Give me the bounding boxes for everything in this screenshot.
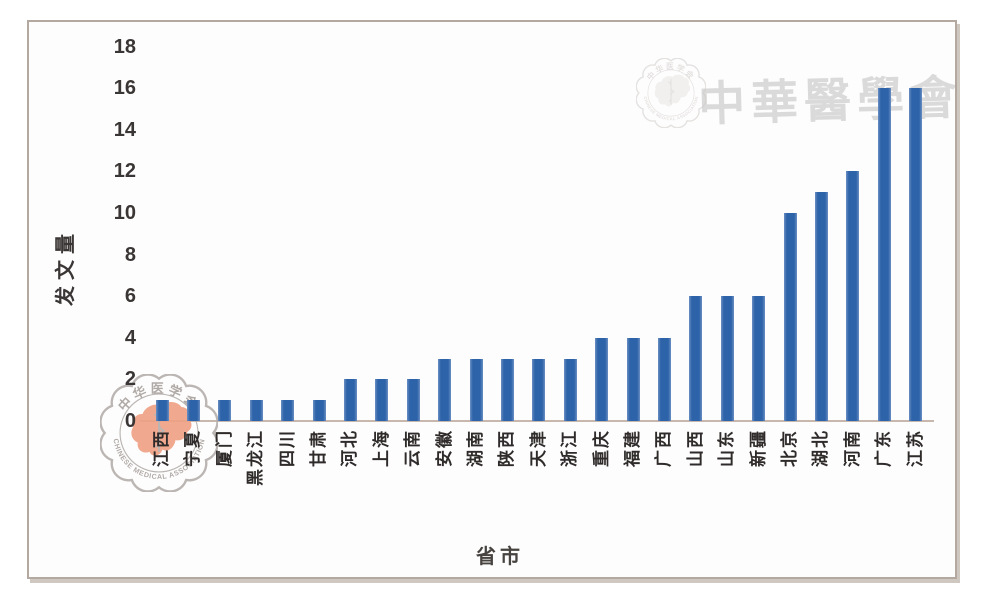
bar (877, 88, 891, 421)
x-tick-label: 广东 (874, 429, 894, 467)
bar (563, 358, 577, 421)
y-tick-label: 6 (124, 285, 136, 308)
bar (689, 296, 703, 421)
x-tick-label: 四川 (277, 429, 297, 467)
cma-calligraphy-watermark: 中華醫學會 (697, 70, 964, 131)
x-tick-label: 广西 (654, 429, 674, 467)
bar (500, 358, 514, 421)
bar (657, 337, 671, 421)
bar (752, 296, 766, 421)
x-tick-label: 陕西 (497, 429, 517, 467)
x-tick-label: 宁夏 (183, 429, 203, 467)
bar (343, 379, 357, 421)
y-tick-label: 12 (113, 160, 136, 183)
x-axis-line (140, 420, 934, 422)
y-tick-label: 18 (113, 35, 136, 58)
bar (218, 400, 232, 421)
x-tick-label: 湖南 (466, 429, 485, 467)
y-tick-label: 2 (124, 368, 136, 391)
bar (186, 400, 200, 421)
x-tick-label: 河北 (340, 429, 360, 467)
y-tick-label: 0 (124, 410, 136, 432)
bar (626, 337, 640, 421)
y-tick-label: 8 (124, 243, 136, 266)
bar (814, 192, 828, 421)
x-tick-label: 安徽 (434, 429, 454, 467)
bar (846, 171, 860, 421)
bar (312, 400, 326, 421)
y-tick-label: 14 (113, 118, 136, 141)
y-tick-label: 4 (124, 326, 136, 349)
x-tick-label: 山东 (717, 429, 737, 467)
x-tick-label: 新疆 (748, 429, 768, 467)
x-tick-label: 天津 (528, 429, 548, 467)
x-tick-label: 湖北 (811, 429, 831, 467)
x-tick-label: 浙江 (560, 429, 580, 467)
x-tick-label: 福建 (623, 429, 642, 467)
x-tick-label: 北京 (780, 429, 799, 467)
bar (375, 379, 389, 421)
x-tick-label: 上海 (371, 429, 391, 467)
x-tick-label: 河南 (842, 429, 862, 467)
bar (249, 400, 263, 421)
x-tick-label: 山西 (685, 429, 705, 467)
x-tick-label: 江苏 (905, 429, 925, 467)
x-tick-label: 重庆 (591, 429, 611, 467)
x-tick-label: 黑龙江 (246, 429, 266, 486)
bar (469, 358, 483, 421)
y-tick-label: 10 (113, 202, 136, 224)
bar (406, 379, 420, 421)
x-tick-label: 厦门 (214, 429, 234, 467)
bar (155, 400, 169, 421)
x-axis-title: 省市 (476, 546, 524, 568)
x-tick-label: 甘肃 (309, 429, 328, 467)
x-tick-label: 江西 (152, 429, 171, 467)
bar (281, 400, 295, 421)
bar (720, 296, 734, 421)
bar (909, 88, 923, 421)
y-tick-label: 16 (113, 77, 136, 100)
x-tick-label: 云南 (403, 429, 423, 467)
bar (783, 213, 797, 421)
bar (532, 358, 546, 421)
bar (595, 337, 609, 421)
bar (438, 358, 452, 421)
